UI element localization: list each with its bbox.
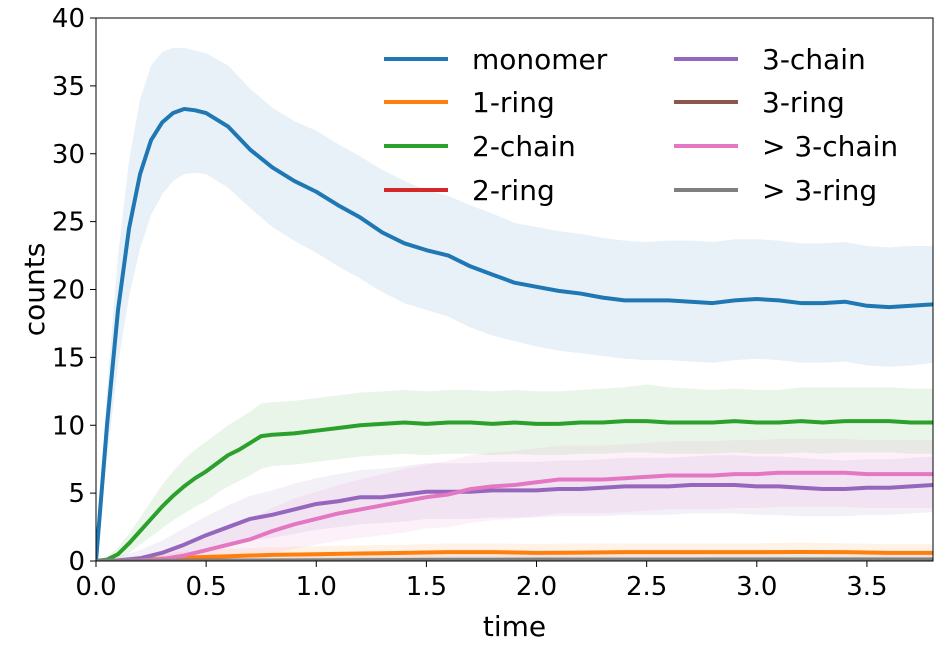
x-tick-label: 0.5 xyxy=(185,572,226,602)
y-tick-label: 0 xyxy=(68,547,85,577)
legend-entry-3-ring: 3-ring xyxy=(674,86,845,119)
legend-entry-1-ring: 1-ring xyxy=(384,86,555,119)
x-axis-label: time xyxy=(483,610,546,643)
series-line-gt-3-chain xyxy=(96,470,933,561)
series-line-2-chain xyxy=(96,419,933,561)
legend-entry-gt-3-ring: > 3-ring xyxy=(674,174,877,207)
x-tick-label: 2.5 xyxy=(626,572,667,602)
x-tick-label: 1.5 xyxy=(406,572,447,602)
legend-label: > 3-ring xyxy=(762,174,877,207)
y-tick-label: 25 xyxy=(52,208,85,238)
y-tick-label: 10 xyxy=(52,411,85,441)
band-2-chain xyxy=(96,384,933,561)
legend-label: 3-ring xyxy=(762,86,845,119)
legend-label: monomer xyxy=(472,43,608,76)
y-tick-label: 20 xyxy=(52,276,85,306)
legend-label: 1-ring xyxy=(472,86,555,119)
legend-label: 2-chain xyxy=(472,130,576,163)
x-axis-ticks: 0.0 0.5 1.0 1.5 2.0 2.5 3.0 3.5 xyxy=(75,561,888,602)
x-tick-label: 2.0 xyxy=(516,572,557,602)
legend: monomer 1-ring 2-chain 2-ring 3-chain 3-ring >… xyxy=(384,43,898,207)
x-tick-label: 1.0 xyxy=(296,572,337,602)
band-3-chain xyxy=(96,455,933,561)
legend-label: > 3-chain xyxy=(762,130,898,163)
legend-entry-2-ring: 2-ring xyxy=(384,174,555,207)
y-axis-label: counts xyxy=(18,243,51,337)
y-axis-ticks: 0 5 10 15 20 25 30 35 40 xyxy=(52,4,96,577)
y-tick-label: 5 xyxy=(68,479,85,509)
legend-entry-monomer: monomer xyxy=(384,43,608,76)
x-tick-label: 0.0 xyxy=(75,572,116,602)
y-tick-label: 40 xyxy=(52,4,85,34)
legend-entry-3-chain: 3-chain xyxy=(674,43,866,76)
y-tick-label: 15 xyxy=(52,343,85,373)
series-line-3-chain xyxy=(96,482,933,561)
legend-entry-2-chain: 2-chain xyxy=(384,130,576,163)
y-tick-label: 35 xyxy=(52,72,85,102)
legend-label: 2-ring xyxy=(472,174,555,207)
legend-label: 3-chain xyxy=(762,43,866,76)
confidence-bands xyxy=(96,47,933,561)
y-tick-label: 30 xyxy=(52,140,85,170)
legend-entry-gt-3-chain: > 3-chain xyxy=(674,130,898,163)
band-monomer xyxy=(96,47,933,561)
series-line-1-ring xyxy=(96,550,933,561)
series-line-monomer xyxy=(96,106,933,561)
x-tick-label: 3.5 xyxy=(846,572,887,602)
band-gt-3-chain xyxy=(96,438,933,561)
x-tick-label: 3.0 xyxy=(736,572,777,602)
